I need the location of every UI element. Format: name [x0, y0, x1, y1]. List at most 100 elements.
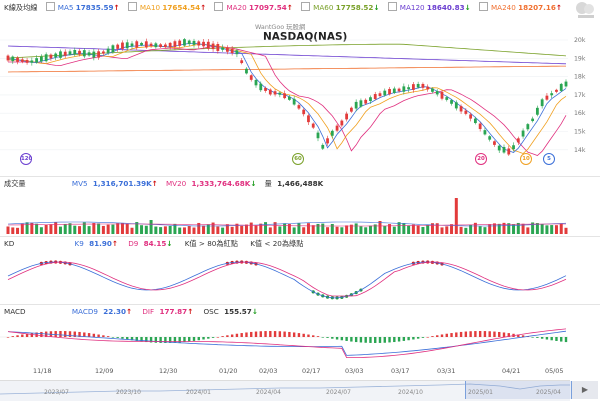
volume-bar [135, 222, 139, 234]
osc-bar [531, 337, 534, 338]
volume-bar [111, 224, 115, 234]
legend-ma60[interactable]: MA60 17758.52↓ [295, 0, 379, 16]
osc-bar [302, 333, 305, 337]
macd-legend: MACD MACD9 22.30↑ DIF 177.87↑ OSC 155.57… [0, 304, 600, 320]
candle-body [297, 105, 301, 109]
candle-body [550, 93, 554, 96]
volume-bar [116, 223, 120, 234]
volume-chart[interactable] [0, 176, 600, 236]
osc-bar [550, 337, 553, 341]
kd-chart[interactable] [0, 236, 600, 304]
price-panel: K線及均線 MA5 17835.59↑ MA10 17654.54↑ MA20 … [0, 0, 600, 176]
volume-bar [6, 226, 10, 234]
osc-bar [335, 337, 339, 340]
candle-body [454, 102, 458, 109]
candle-body [426, 86, 430, 90]
osc-bar [121, 337, 124, 339]
d-line [7, 261, 567, 297]
candle-body [202, 41, 205, 47]
osc-bar [102, 335, 105, 337]
scroll-right-arrow[interactable]: ▶ [572, 381, 598, 399]
candle-body [326, 138, 329, 144]
candle-body [364, 99, 368, 104]
candle-body [516, 138, 520, 143]
date-label: 11/18 [33, 367, 52, 375]
price-tick-label: 17k [574, 92, 586, 99]
volume-bar [483, 227, 487, 234]
candle-body [564, 81, 568, 87]
marker-ma10: 10 [520, 153, 532, 165]
kd-legend: KD K9 81.90↑ D9 84.15↓ K值 > 80為紅點 K值 < 2… [0, 236, 600, 252]
candle-body [173, 41, 177, 47]
osc-bar [450, 333, 453, 337]
candle-body [63, 51, 67, 56]
volume-bar [187, 226, 191, 234]
candle-body [402, 86, 406, 92]
volume-bar [321, 223, 325, 234]
candle-body [311, 123, 315, 128]
candle-body [168, 42, 172, 47]
candle-body [359, 100, 363, 107]
mv5-label: MV5 [71, 179, 88, 188]
candle-body [330, 130, 334, 136]
nav-label: 2023/10 [116, 389, 141, 396]
osc-bar [245, 332, 248, 337]
candle-body [101, 51, 105, 54]
osc-bar [416, 337, 420, 339]
volume-bar [430, 223, 434, 234]
osc-bar [502, 332, 506, 337]
candle-body [535, 107, 539, 115]
osc-bar [436, 335, 439, 337]
price-chart[interactable]: 20k 19k 18k 17k 16k 15k 14k [0, 0, 600, 176]
volume-bar [469, 224, 473, 234]
candle-body [82, 50, 86, 57]
osc-bar [230, 334, 234, 337]
osc-bar [235, 333, 239, 337]
legend-ma5[interactable]: MA5 17835.59↑ [40, 0, 120, 16]
volume-bar [326, 227, 330, 234]
candle-body [369, 97, 372, 102]
candle-body [254, 80, 258, 86]
macd-chart[interactable] [0, 304, 600, 366]
legend-ma10[interactable]: MA10 17654.54↑ [122, 0, 206, 16]
osc-bar [321, 337, 324, 338]
candle-body [469, 114, 473, 119]
volume-bar [416, 225, 420, 234]
volume-bar [454, 198, 458, 234]
volume-bar [368, 225, 372, 234]
d-value: 84.15 [143, 239, 167, 248]
navigator-line [0, 383, 570, 395]
volume-bar [168, 225, 172, 234]
volume-bar [254, 225, 258, 234]
date-label: 05/05 [545, 367, 564, 375]
osc-bar [254, 331, 258, 337]
candle-body [87, 52, 91, 56]
candle-body [526, 124, 530, 130]
macd-legend-title: MACD [4, 307, 26, 316]
candle-body [459, 106, 463, 112]
osc-bar [369, 337, 372, 343]
volume-bar [488, 224, 492, 234]
osc-bar [536, 337, 539, 338]
osc-bar [192, 337, 196, 341]
volume-bar [192, 227, 196, 234]
osc-bar [388, 337, 391, 343]
legend-ma240[interactable]: MA240 18207.16↑ [473, 0, 562, 16]
candle-body [445, 97, 449, 100]
candle-body [30, 60, 34, 63]
legend-ma20[interactable]: MA20 17097.54↑ [208, 0, 293, 16]
candle-body [111, 45, 115, 53]
osc-bar [326, 337, 329, 338]
volume-bar [559, 223, 563, 234]
candle-body [59, 51, 62, 58]
volume-bar [78, 226, 82, 234]
marker-ma120: 120 [20, 153, 32, 165]
navigator-selection[interactable] [465, 381, 572, 399]
volume-bar [497, 223, 501, 234]
volume-bar [550, 225, 554, 234]
candle-body [507, 148, 511, 155]
legend-ma120[interactable]: MA120 18640.83↓ [382, 0, 471, 16]
volume-bar [306, 223, 310, 234]
nav-label: 2023/07 [44, 389, 69, 396]
kd-note-red: K值 > 80為紅點 [184, 239, 238, 248]
